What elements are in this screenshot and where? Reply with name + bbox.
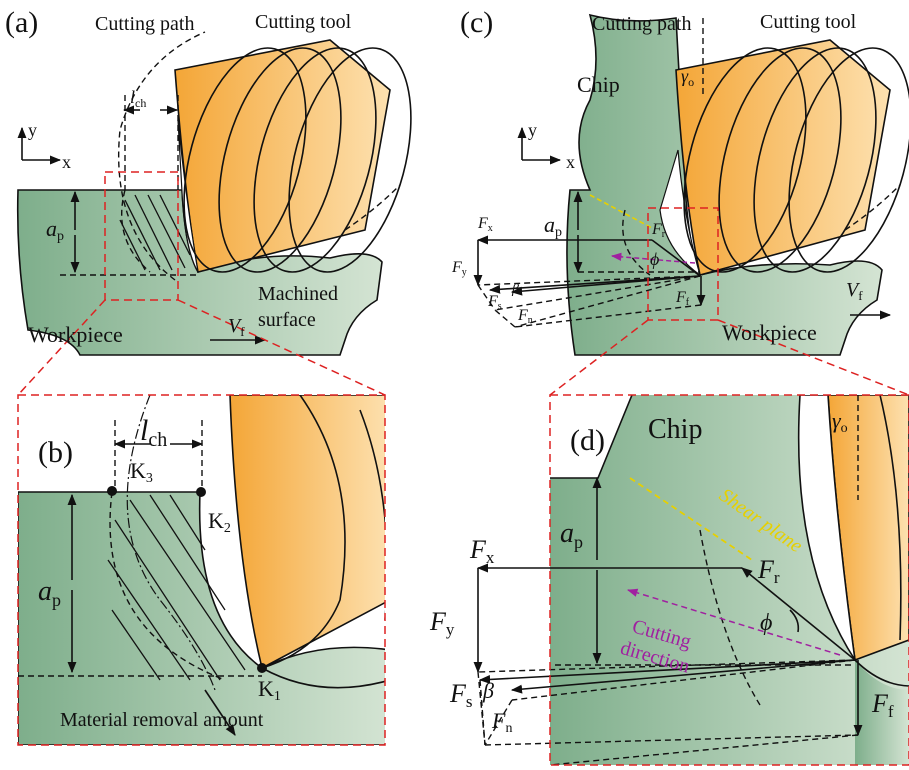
label: Chip — [577, 72, 620, 97]
label: (a) — [5, 6, 38, 39]
label: x — [62, 152, 71, 172]
label-sub: 2 — [224, 521, 231, 536]
figure: (a)Cutting pathCutting toollchyxapMachin… — [0, 0, 909, 770]
label-line: Machined — [258, 283, 338, 305]
label: Fn — [491, 708, 512, 736]
label-sub: s — [498, 301, 502, 312]
label-sub: ch — [148, 429, 167, 451]
panel-b — [18, 395, 390, 745]
label-main: K — [130, 458, 146, 483]
label: β — [511, 282, 519, 297]
label: (c) — [460, 6, 493, 39]
label: ϕ — [760, 610, 772, 636]
label-sub: f — [858, 288, 863, 303]
label-main: F — [449, 679, 467, 708]
label-main: a — [38, 576, 52, 607]
label-main: K — [258, 676, 274, 701]
panel-d — [478, 395, 909, 765]
label: Cutting tool — [255, 11, 352, 33]
label-sub: o — [841, 421, 848, 436]
label-main: F — [469, 535, 487, 564]
label-main: F — [517, 307, 528, 324]
label-main: F — [429, 607, 447, 636]
label: ap — [544, 212, 562, 240]
label: Fn — [517, 307, 533, 326]
label: Cutting path — [592, 13, 691, 35]
label: ϕ — [650, 249, 659, 269]
label-sub: x — [488, 223, 493, 234]
label-sub: n — [528, 315, 533, 326]
label-main: a — [560, 518, 574, 549]
label: lch — [140, 414, 167, 451]
label: Chip — [648, 414, 702, 445]
label-sub: o — [688, 75, 694, 89]
label: Workpiece — [28, 322, 123, 347]
label: K2 — [208, 508, 231, 536]
label: Fs — [449, 679, 473, 711]
label: Cutting tool — [760, 11, 857, 33]
label-sub: y — [446, 620, 455, 639]
label: Workpiece — [722, 320, 817, 345]
label: Material removal amount — [60, 709, 264, 731]
label-main: F — [477, 215, 488, 232]
label-main: F — [757, 555, 775, 584]
label: (b) — [38, 436, 73, 469]
label-sub: n — [505, 721, 512, 736]
label-main: F — [487, 293, 498, 310]
label: Fx — [477, 215, 493, 234]
label: Fy — [429, 607, 455, 639]
label-sub: p — [57, 229, 64, 244]
label-sub: x — [486, 548, 495, 567]
label: Fx — [469, 535, 495, 567]
label-sub: f — [888, 702, 894, 721]
label-main: F — [675, 289, 686, 306]
label-main: F — [451, 259, 462, 276]
label: K3 — [130, 458, 153, 486]
label-line: surface — [258, 309, 316, 331]
label-sub: s — [466, 692, 473, 711]
label-sub: y — [462, 267, 467, 278]
label-main: l — [140, 414, 148, 447]
label: lch — [130, 87, 146, 110]
label: Cutting path — [95, 13, 194, 35]
label-main: a — [46, 216, 57, 241]
label: Fy — [451, 259, 467, 278]
label-sub: p — [555, 225, 562, 240]
label: (d) — [570, 424, 605, 457]
label-main: a — [544, 212, 555, 237]
label-sub: p — [574, 532, 583, 552]
label-sub: p — [52, 590, 61, 610]
label-main: F — [491, 708, 506, 733]
label-main: F — [651, 221, 662, 238]
label-main: F — [871, 689, 889, 718]
label: β — [482, 678, 494, 703]
label-sub: 3 — [146, 471, 153, 486]
label-sub: ch — [135, 96, 146, 110]
panel-c — [478, 15, 909, 395]
label: y — [28, 120, 37, 140]
label-sub: f — [240, 324, 245, 339]
label-sub: r — [774, 568, 780, 587]
label: Fs — [487, 293, 502, 312]
label-main: K — [208, 508, 224, 533]
label: y — [528, 120, 537, 140]
label-sub: 1 — [274, 689, 281, 704]
label: x — [566, 152, 575, 172]
